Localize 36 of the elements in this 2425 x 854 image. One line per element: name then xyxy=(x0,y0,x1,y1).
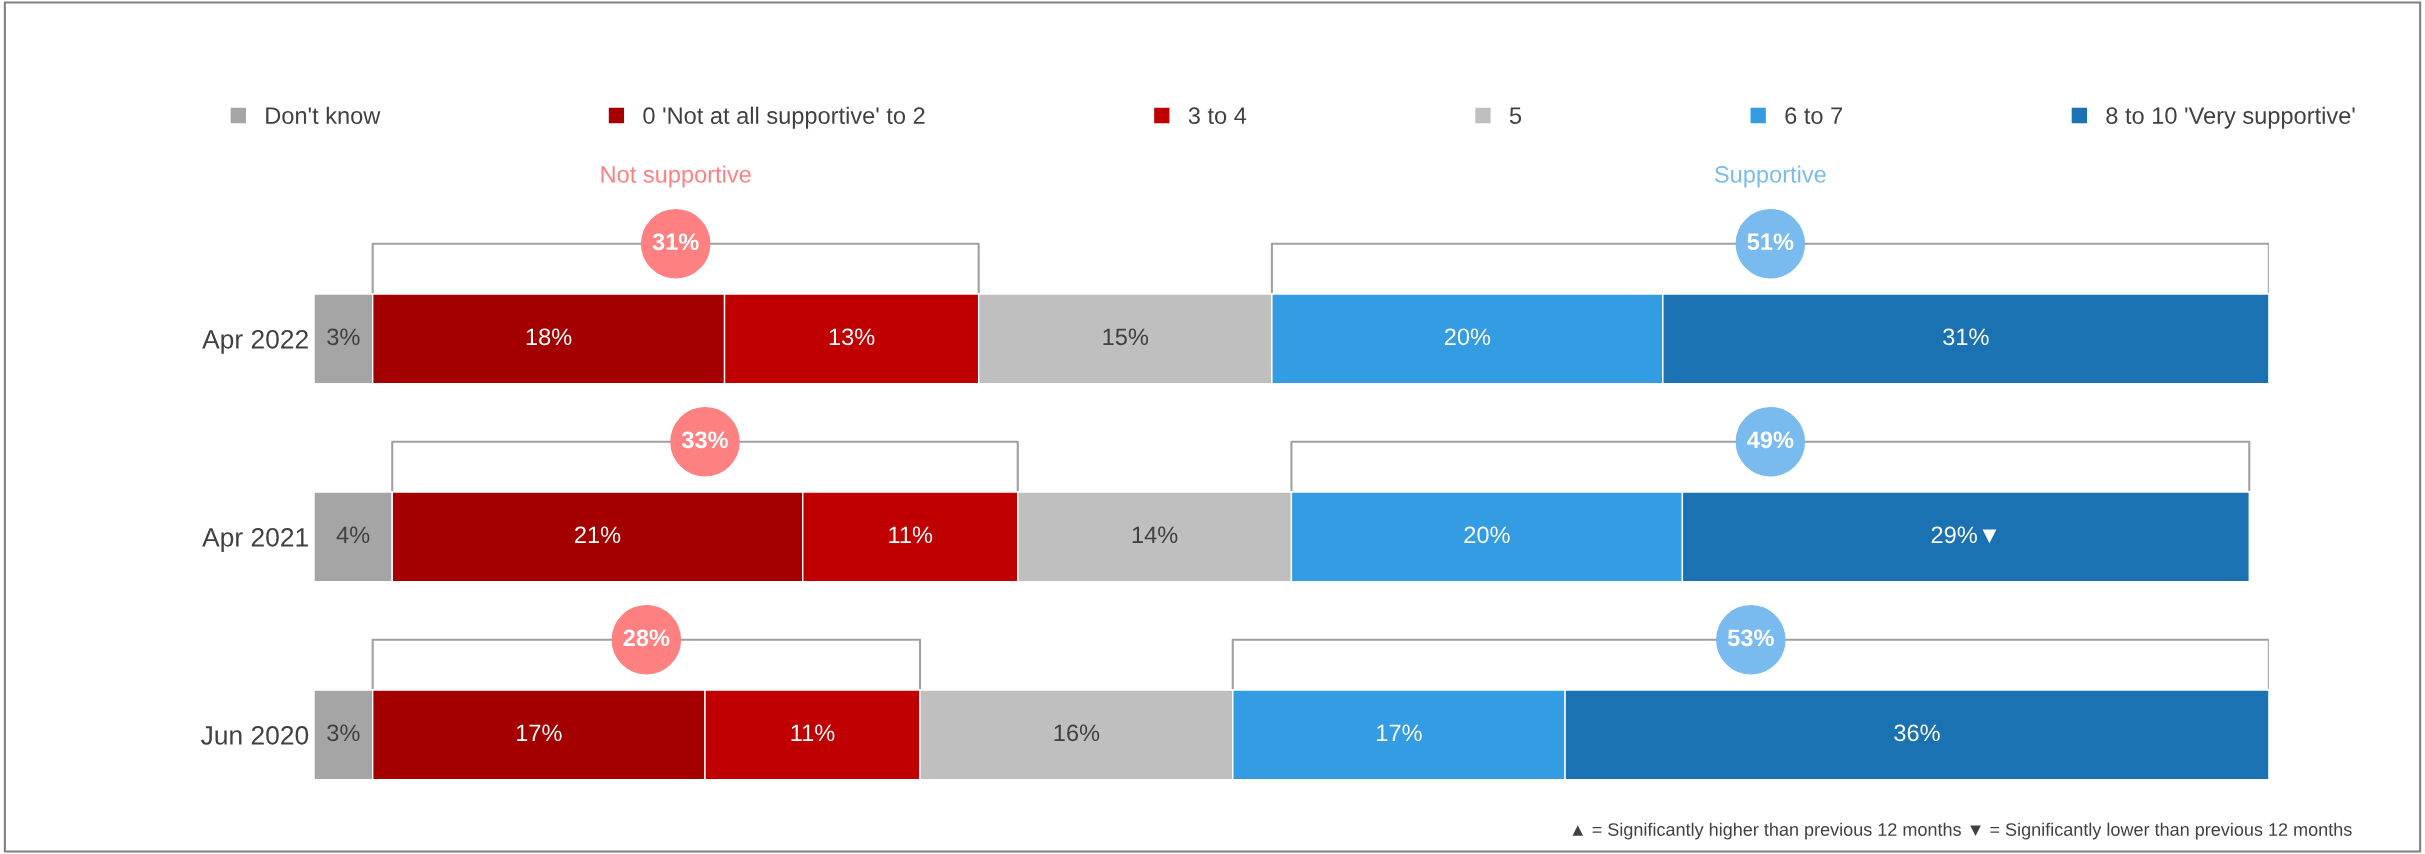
data-label: 11% xyxy=(791,724,835,742)
annotation: 33% xyxy=(681,431,728,449)
data-label: 20% xyxy=(1464,526,1510,544)
annotation: 51% xyxy=(1747,233,1794,251)
data-label: 15% xyxy=(1103,328,1149,346)
data-label: 17% xyxy=(1377,724,1422,742)
legend-label: 0 'Not at all supportive' to 2 xyxy=(643,106,925,129)
legend-label: Don't know xyxy=(266,106,381,124)
data-label: 31% xyxy=(1943,328,1989,346)
legend-label: 3 to 4 xyxy=(1188,107,1247,124)
data-label: 4% xyxy=(336,526,370,544)
data-label: 13% xyxy=(829,328,875,346)
data-label: 14% xyxy=(1132,526,1178,544)
data-label: 21% xyxy=(575,526,621,544)
legend-label: 5 xyxy=(1509,107,1522,124)
data-label: 11% xyxy=(889,526,933,544)
annotation: 49% xyxy=(1747,431,1794,449)
annotation: 28% xyxy=(623,629,670,647)
text: Not supportive xyxy=(601,165,751,188)
annotation: 53% xyxy=(1727,629,1774,647)
legend-label: 8 to 10 'Very supportive' xyxy=(2106,106,2355,129)
data-label: 29%▼ xyxy=(1931,526,1997,544)
y-tick-label: Jun 2020 xyxy=(201,726,309,745)
data-label: 3% xyxy=(327,724,360,742)
data-label: 3% xyxy=(327,328,360,346)
data-label: 18% xyxy=(526,328,572,346)
legend-label: 6 to 7 xyxy=(1785,107,1843,124)
y-tick-label: Apr 2021 xyxy=(202,527,308,552)
annotation: ▲ = Significantly higher than previous 12 months ▼ = Significantly lower than previous 12 months xyxy=(1572,822,2352,840)
annotation: 31% xyxy=(652,233,699,251)
y-tick-label: Apr 2022 xyxy=(202,329,308,354)
data-label: 20% xyxy=(1444,328,1491,346)
data-label: 16% xyxy=(1054,724,1100,742)
data-label: 36% xyxy=(1894,724,1940,742)
data-label: 17% xyxy=(517,724,562,742)
text: Supportive xyxy=(1715,165,1826,188)
